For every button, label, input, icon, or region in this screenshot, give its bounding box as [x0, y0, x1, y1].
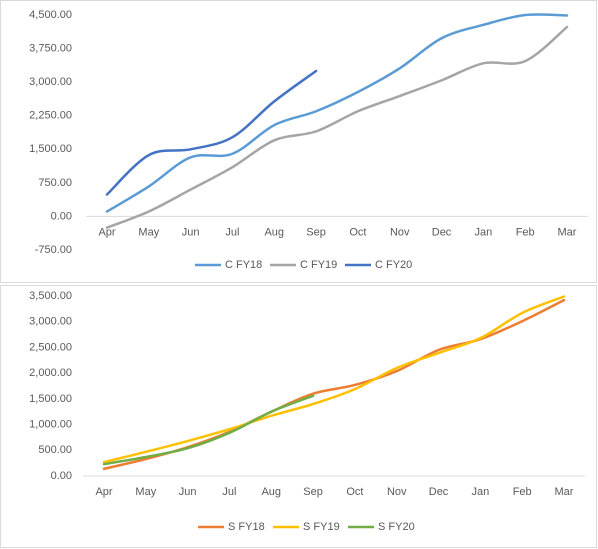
y-tick-label: -750.00 — [35, 244, 72, 256]
x-tick-label: Nov — [387, 486, 407, 498]
y-tick-label: 2,000.00 — [29, 367, 72, 379]
x-tick-label: Oct — [349, 226, 366, 238]
x-tick-label: Dec — [432, 226, 452, 238]
y-tick-label: 1,500.00 — [29, 143, 72, 155]
legend-label: C FY18 — [225, 259, 262, 271]
y-tick-label: 1,000.00 — [29, 418, 72, 430]
x-tick-label: Dec — [429, 486, 449, 498]
x-tick-label: May — [135, 486, 156, 498]
y-tick-label: 0.00 — [51, 470, 72, 482]
x-tick-label: Mar — [555, 486, 574, 498]
x-tick-label: Jun — [182, 226, 200, 238]
x-tick-label: May — [138, 226, 159, 238]
x-tick-label: Jun — [179, 486, 197, 498]
y-tick-label: 0.00 — [51, 210, 72, 222]
y-tick-label: 2,250.00 — [29, 110, 72, 122]
y-tick-label: 500.00 — [38, 444, 72, 456]
x-tick-label: Jan — [471, 486, 489, 498]
chart-frame — [0, 0, 597, 283]
x-tick-label: Feb — [513, 486, 532, 498]
x-tick-label: Jan — [474, 226, 492, 238]
y-tick-label: 3,000.00 — [29, 76, 72, 88]
x-tick-label: Aug — [261, 486, 281, 498]
legend-label: S FY19 — [303, 521, 340, 533]
series-line — [105, 69, 318, 196]
x-tick-label: Sep — [306, 226, 326, 238]
x-tick-label: Jul — [225, 226, 239, 238]
y-tick-label: 750.00 — [38, 177, 72, 189]
legend-label: S FY20 — [378, 521, 415, 533]
x-tick-label: Jul — [222, 486, 236, 498]
x-tick-label: Sep — [303, 486, 323, 498]
y-tick-label: 1,500.00 — [29, 393, 72, 405]
x-tick-label: Mar — [558, 226, 577, 238]
x-tick-label: Apr — [95, 486, 112, 498]
x-tick-label: Apr — [98, 226, 115, 238]
y-tick-label: 2,500.00 — [29, 341, 72, 353]
x-tick-label: Feb — [516, 226, 535, 238]
legend-label: C FY19 — [300, 259, 337, 271]
legend-label: C FY20 — [375, 259, 412, 271]
series-line — [102, 394, 315, 466]
y-tick-label: 3,000.00 — [29, 316, 72, 328]
x-tick-label: Oct — [346, 486, 363, 498]
legend-label: S FY18 — [228, 521, 265, 533]
series-line — [102, 295, 566, 464]
y-tick-label: 4,500.00 — [29, 9, 72, 21]
y-tick-label: 3,750.00 — [29, 42, 72, 54]
x-tick-label: Aug — [264, 226, 284, 238]
chart-frame — [0, 285, 597, 548]
series-line — [105, 25, 569, 229]
x-tick-label: Nov — [390, 226, 410, 238]
series-line — [105, 13, 569, 213]
y-tick-label: 3,500.00 — [29, 290, 72, 302]
